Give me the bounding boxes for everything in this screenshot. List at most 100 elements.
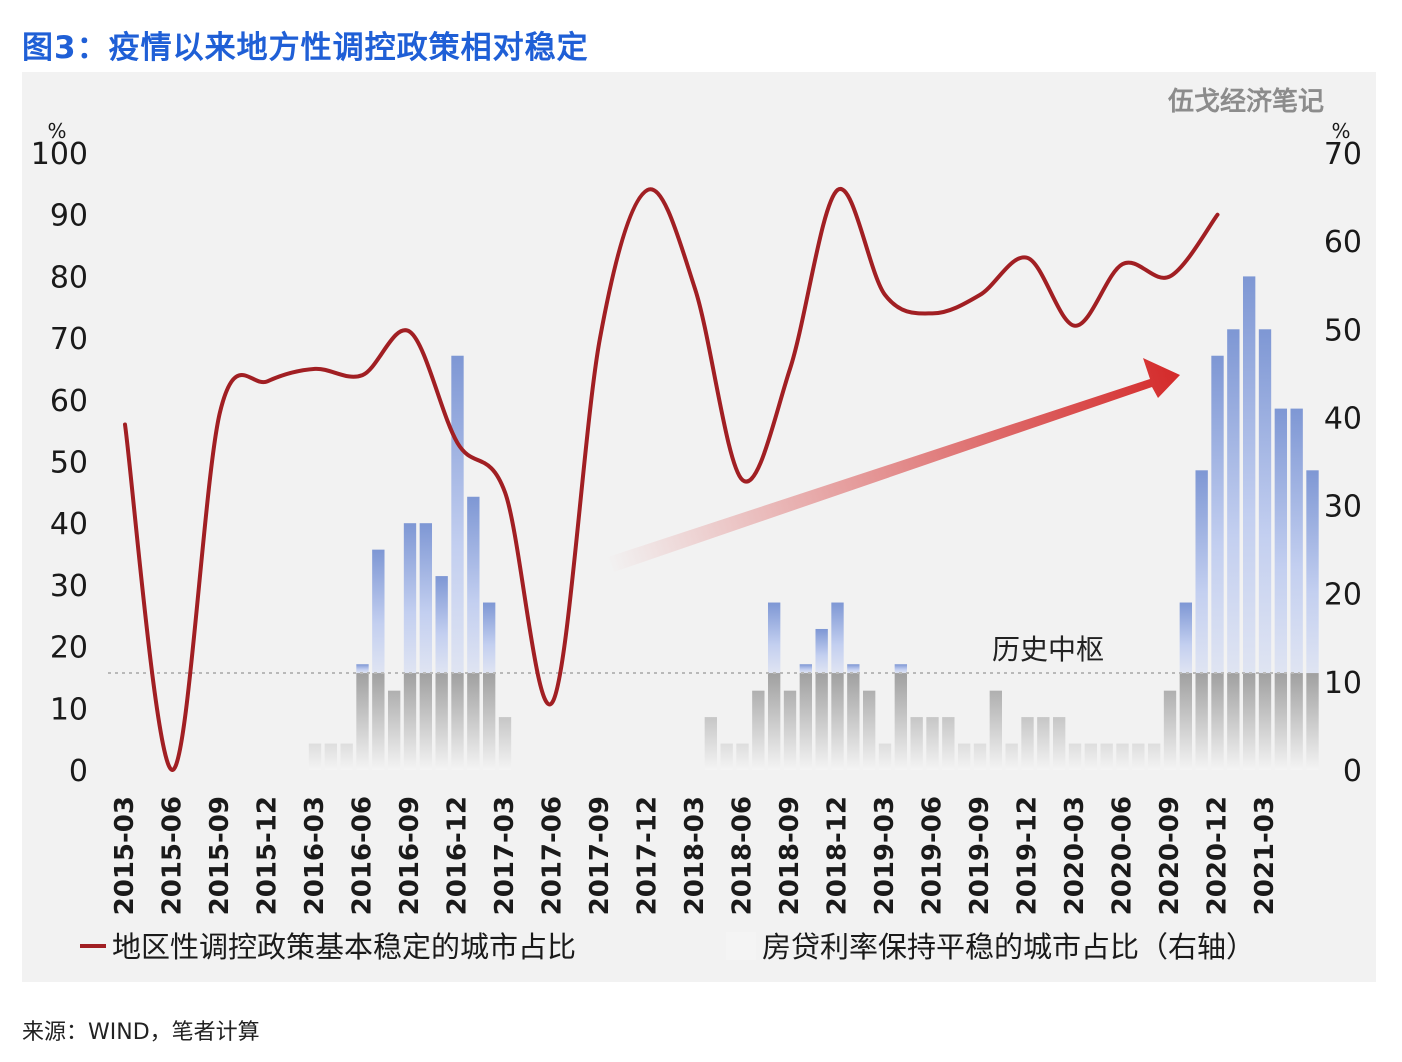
bar-upper-segment (1211, 355, 1224, 674)
bar-lower-segment (1274, 673, 1288, 770)
bar-lower-segment (894, 673, 908, 770)
bar (1227, 329, 1240, 770)
bar (1116, 743, 1129, 770)
bar (1306, 470, 1319, 770)
x-tick-label: 2019-09 (965, 796, 995, 915)
line-point (456, 442, 459, 444)
bar-lower-segment (847, 673, 860, 770)
line-point (694, 288, 696, 290)
bar-lower-segment (1021, 717, 1034, 770)
bar (403, 523, 417, 770)
x-tick-label: 2018-06 (728, 796, 758, 915)
line-point (124, 423, 126, 426)
bar-lower-segment (926, 717, 939, 770)
line-point (219, 411, 221, 413)
bar-lower-segment (435, 673, 448, 770)
right-axis-tick-label: 40 (1324, 401, 1362, 436)
bar-lower-segment (957, 743, 971, 770)
right-axis-tick-label: 10 (1324, 666, 1362, 701)
bar (1052, 717, 1066, 770)
line-point (171, 769, 174, 771)
bar-upper-segment (482, 602, 496, 674)
right-axis-tick-label: 60 (1324, 225, 1362, 260)
bar (1068, 743, 1082, 770)
bar-lower-segment (799, 673, 813, 770)
axes-group: 0 10 20 30 40 50 60 70 80 90 100 0 10 20 30 40 50 60 70% % 伍… (31, 86, 1362, 915)
bar-lower-segment (419, 673, 433, 770)
bar-upper-segment (815, 628, 828, 674)
annotation-label: 历史中枢 (992, 633, 1104, 666)
bar-upper-segment (403, 523, 417, 674)
bar-lower-segment (862, 690, 876, 770)
bar-upper-segment (767, 602, 781, 674)
bar-upper-segment (831, 602, 844, 674)
line-point (409, 331, 411, 333)
line-point (266, 380, 269, 382)
bar (704, 717, 718, 770)
bar-lower-segment (1290, 673, 1303, 770)
bar-upper-segment (419, 523, 433, 674)
x-tick-label: 2017-06 (538, 796, 568, 915)
bar (942, 717, 955, 770)
bar-upper-segment (372, 549, 385, 674)
x-tick-label: 2016-12 (443, 796, 473, 915)
bar (356, 664, 369, 770)
bar (736, 743, 749, 770)
bar-upper-segment (451, 355, 464, 674)
bar (1274, 408, 1288, 770)
bar-lower-segment (403, 673, 417, 770)
line-point (1216, 214, 1219, 216)
x-tick-label: 2019-06 (918, 796, 948, 915)
bar-series-group (308, 276, 1319, 770)
bar (1132, 743, 1145, 770)
x-tick-label: 2019-12 (1013, 796, 1043, 915)
left-axis-tick-label: 0 (69, 754, 88, 789)
bar-upper-segment (1306, 470, 1319, 674)
bar (957, 743, 971, 770)
x-tick-label: 2016-03 (300, 796, 330, 915)
bar (1021, 717, 1034, 770)
source-note: 来源：WIND，笔者计算 (22, 1020, 260, 1045)
bar (1211, 355, 1224, 770)
bar-lower-segment (324, 743, 338, 770)
left-axis-unit: % (47, 119, 66, 143)
bar-lower-segment (1211, 673, 1224, 770)
bar-upper-segment (467, 496, 480, 674)
bar (482, 602, 496, 770)
right-axis-tick-label: 50 (1324, 313, 1362, 348)
right-axis-tick-label: 20 (1324, 578, 1362, 613)
bar-lower-segment (356, 673, 369, 770)
bar-lower-segment (451, 673, 464, 770)
line-point (599, 337, 601, 339)
bar-upper-segment (847, 664, 860, 674)
bar-upper-segment (1242, 276, 1256, 674)
bar-upper-segment (356, 664, 369, 674)
x-tick-label: 2020-03 (1060, 796, 1090, 915)
x-tick-label: 2016-06 (348, 796, 378, 915)
line-point (931, 312, 934, 314)
watermark: 伍戈经济笔记 (1168, 86, 1324, 117)
x-tick-label: 2021-03 (1250, 796, 1280, 915)
legend-bar-label: 房贷利率保持平稳的城市占比（右轴） (762, 930, 1255, 964)
left-axis-tick-label: 30 (50, 569, 88, 604)
left-axis-tick-label: 100 (31, 137, 88, 172)
line-point (1169, 275, 1171, 277)
line-point (551, 701, 554, 703)
x-tick-label: 2017-03 (490, 796, 520, 915)
right-axis-tick-label: 70 (1324, 137, 1362, 172)
bar-lower-segment (482, 673, 496, 770)
x-tick-label: 2015-03 (110, 796, 140, 915)
bar-lower-segment (1195, 673, 1208, 770)
bar (498, 717, 512, 770)
bar-upper-segment (1195, 470, 1208, 674)
line-series-group (123, 187, 1220, 773)
x-tick-label: 2018-03 (680, 796, 710, 915)
bar-lower-segment (1068, 743, 1082, 770)
bar-lower-segment (783, 690, 797, 770)
bar-lower-segment (973, 743, 987, 770)
right-axis-tick-label: 0 (1343, 754, 1362, 789)
bar (767, 602, 781, 770)
bar (1258, 329, 1272, 770)
bar-lower-segment (1084, 743, 1098, 770)
